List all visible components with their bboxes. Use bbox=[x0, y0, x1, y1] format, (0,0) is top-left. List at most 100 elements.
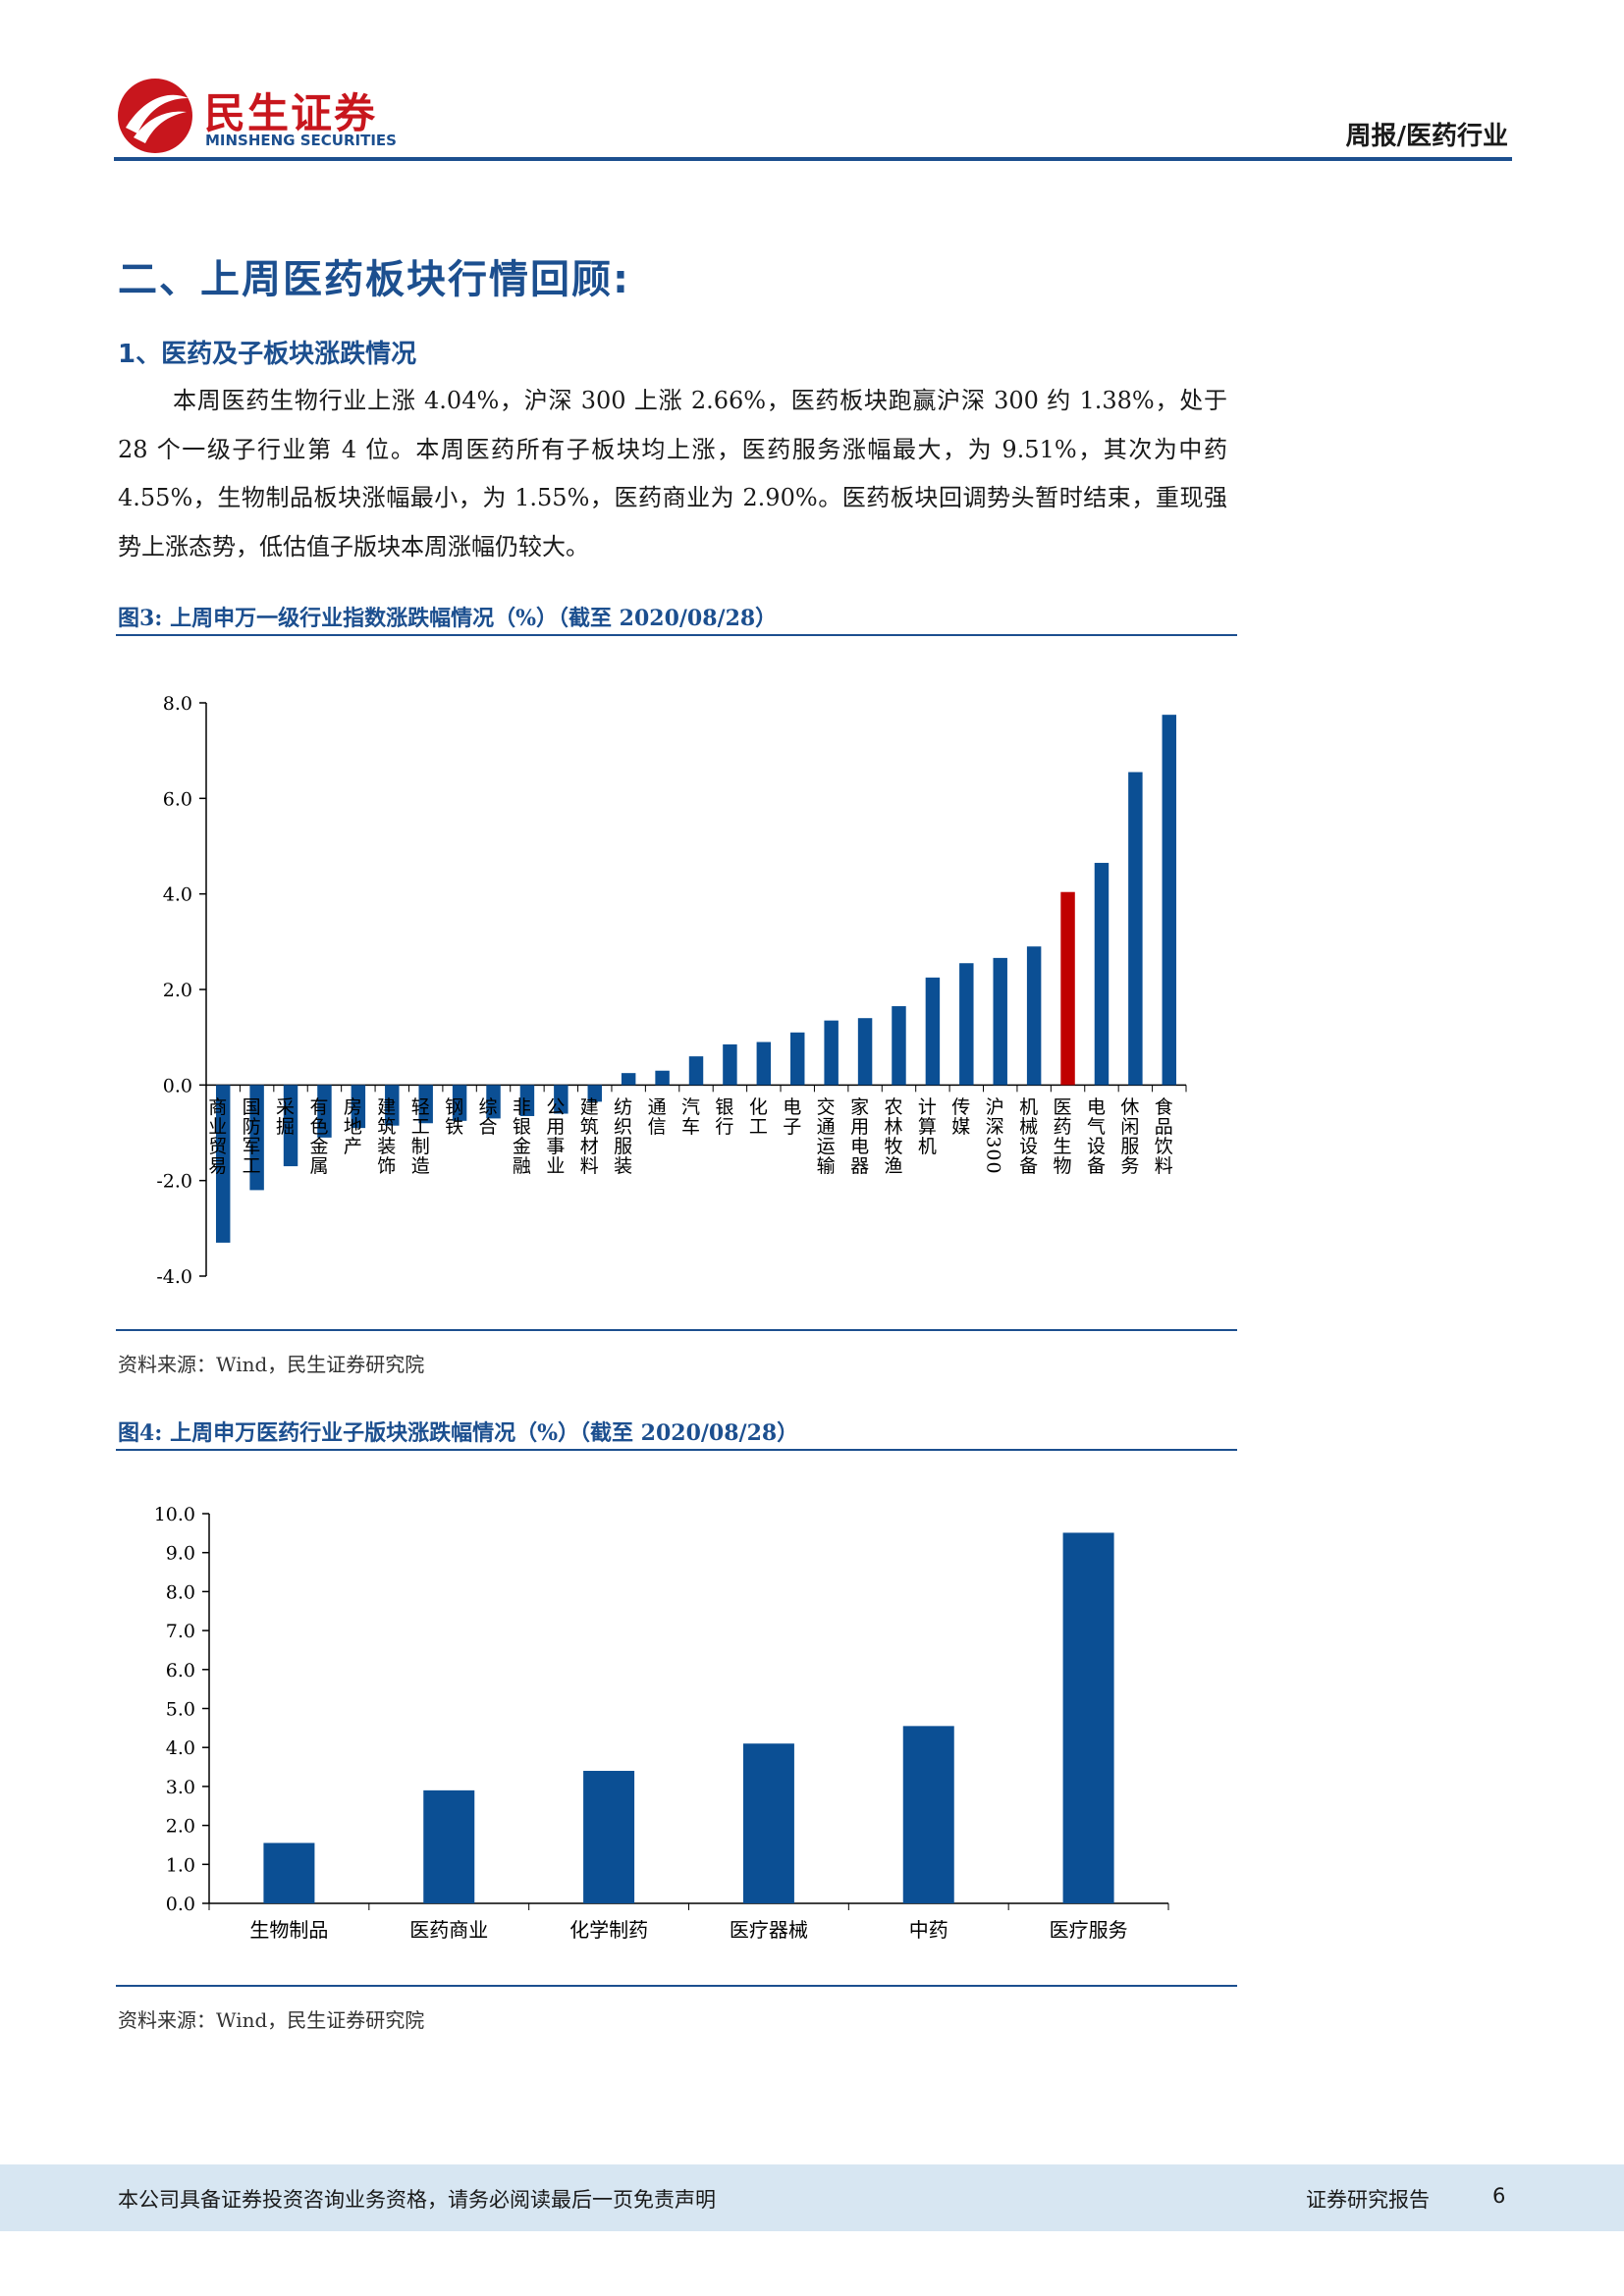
x-tick-label: 电气设备 bbox=[1084, 1096, 1106, 1175]
subsector-bar-chart: 0.0 1.0 2.0 3.0 4.0 5.0 6.0 7.0 8.0 9.0 10.0 生物制品 医药… bbox=[154, 1504, 1169, 1942]
x-tick-label: 钢铁 bbox=[442, 1096, 463, 1136]
bar bbox=[1162, 715, 1177, 1086]
y-tick-label: 4.0 bbox=[163, 884, 192, 906]
x-tick-label: 轻工制造 bbox=[408, 1096, 430, 1175]
x-tick-label: 国防军工 bbox=[240, 1096, 261, 1175]
body-paragraph: 本周医药生物行业上涨 4.04%，沪深 300 上涨 2.66%，医药板块跑赢沪… bbox=[118, 387, 1227, 561]
y-tick-label: 0.0 bbox=[166, 1894, 195, 1915]
y-tick-label: 5.0 bbox=[166, 1699, 195, 1721]
figure4-source: 资料来源：Wind，民生证券研究院 bbox=[118, 2008, 425, 2032]
header-divider bbox=[114, 157, 1512, 161]
bar bbox=[351, 1085, 366, 1129]
logo-text-en: MINSHENG SECURITIES bbox=[205, 132, 397, 149]
bar bbox=[317, 1085, 332, 1138]
bar bbox=[249, 1085, 264, 1191]
bar bbox=[385, 1085, 400, 1126]
section-title: 二、上周医药板块行情回顾: bbox=[118, 257, 630, 302]
bar bbox=[824, 1020, 839, 1086]
bar bbox=[519, 1085, 535, 1116]
x-tick-label: 有色金属 bbox=[306, 1096, 328, 1175]
x-tick-label: 休闲服务 bbox=[1117, 1096, 1139, 1175]
bar bbox=[583, 1771, 635, 1903]
y-tick-label: -2.0 bbox=[156, 1171, 192, 1193]
footer-report-label: 证券研究报告 bbox=[1306, 2188, 1430, 2212]
bar bbox=[756, 1041, 772, 1086]
x-tick-label: 食品饮料 bbox=[1152, 1096, 1173, 1175]
bar bbox=[554, 1085, 568, 1114]
x-tick-label: 医疗器械 bbox=[730, 1918, 808, 1942]
y-tick-label: 9.0 bbox=[166, 1543, 195, 1565]
y-tick-label: -4.0 bbox=[156, 1266, 192, 1288]
minsheng-logo: 民生证券 MINSHENG SECURITIES bbox=[116, 77, 410, 155]
x-tick-label: 通信 bbox=[645, 1096, 667, 1136]
x-tick-label: 建筑材料 bbox=[577, 1096, 599, 1175]
x-tick-label: 传媒 bbox=[948, 1096, 970, 1136]
x-tick-label: 医药商业 bbox=[409, 1918, 488, 1942]
bar bbox=[742, 1743, 794, 1903]
x-tick-label: 农林牧渔 bbox=[881, 1096, 902, 1175]
y-tick-label: 4.0 bbox=[166, 1737, 195, 1759]
y-tick-label: 8.0 bbox=[163, 693, 192, 715]
bar bbox=[486, 1085, 501, 1119]
y-tick-label: 3.0 bbox=[166, 1777, 195, 1798]
figure3-source: 资料来源：Wind，民生证券研究院 bbox=[118, 1353, 425, 1376]
x-tick-label: 电子 bbox=[780, 1096, 801, 1136]
bar bbox=[621, 1073, 636, 1086]
x-tick-label: 公用事业 bbox=[543, 1096, 565, 1175]
industry-bar-chart: -4.0 -2.0 0.0 2.0 4.0 6.0 8.0 商业贸易 国防军工 采掘 有色金属 房地产… bbox=[156, 693, 1187, 1288]
footer-disclaimer: 本公司具备证券投资咨询业务资格，请务必阅读最后一页免责声明 bbox=[118, 2188, 716, 2212]
figure4-title: 图4: 上周申万医药行业子版块涨跌幅情况（%）（截至 2020/08/28） bbox=[118, 1420, 799, 1446]
x-tick-label: 机械设备 bbox=[1016, 1096, 1038, 1175]
figure4-top-rule bbox=[116, 1449, 1237, 1451]
x-tick-label: 房地产 bbox=[341, 1096, 362, 1155]
x-tick-label: 中药 bbox=[909, 1918, 948, 1942]
bar bbox=[418, 1085, 433, 1124]
bar bbox=[892, 1006, 906, 1086]
bar bbox=[1094, 863, 1110, 1086]
x-tick-label: 汽车 bbox=[678, 1096, 700, 1136]
y-tick-label: 0.0 bbox=[163, 1075, 192, 1096]
figure3-bottom-rule bbox=[116, 1329, 1237, 1331]
bar bbox=[1062, 1532, 1114, 1903]
figure3-top-rule bbox=[116, 634, 1237, 636]
bar bbox=[655, 1070, 670, 1086]
x-tick-label: 建筑装饰 bbox=[374, 1096, 396, 1175]
x-tick-label: 采掘 bbox=[273, 1096, 295, 1136]
bar bbox=[1128, 772, 1143, 1086]
subsection-title: 1、医药及子板块涨跌情况 bbox=[118, 340, 417, 369]
x-tick-label: 沪深300 bbox=[983, 1096, 1004, 1175]
bar bbox=[857, 1018, 873, 1086]
bar bbox=[902, 1726, 954, 1903]
bar bbox=[688, 1056, 704, 1086]
bar bbox=[587, 1085, 602, 1102]
bar bbox=[423, 1789, 475, 1903]
bar bbox=[263, 1842, 315, 1903]
bar bbox=[1026, 946, 1042, 1086]
bar bbox=[283, 1085, 298, 1167]
x-tick-label: 商业贸易 bbox=[205, 1096, 227, 1175]
bar bbox=[925, 977, 941, 1086]
x-tick-label: 化学制药 bbox=[569, 1918, 648, 1942]
y-tick-label: 10.0 bbox=[154, 1504, 195, 1525]
y-tick-label: 6.0 bbox=[163, 788, 192, 810]
figure4-bottom-rule bbox=[116, 1985, 1237, 1987]
x-tick-label: 家用电器 bbox=[847, 1096, 869, 1175]
x-tick-label: 生物制品 bbox=[249, 1918, 328, 1942]
x-tick-label: 非银金融 bbox=[510, 1096, 531, 1175]
bar bbox=[993, 957, 1007, 1086]
y-tick-label: 1.0 bbox=[166, 1854, 195, 1876]
bar bbox=[723, 1043, 737, 1086]
bar bbox=[959, 963, 974, 1086]
x-tick-label: 银行 bbox=[712, 1096, 733, 1136]
bar bbox=[1060, 891, 1075, 1086]
logo-text-cn: 民生证券 bbox=[204, 89, 378, 137]
y-tick-label: 6.0 bbox=[166, 1660, 195, 1682]
bar bbox=[215, 1085, 231, 1243]
y-tick-label: 2.0 bbox=[166, 1816, 195, 1838]
report-type-label: 周报/医药行业 bbox=[1345, 122, 1509, 151]
bar bbox=[452, 1085, 467, 1121]
x-tick-label: 交通运输 bbox=[814, 1096, 836, 1175]
bar bbox=[790, 1032, 805, 1086]
x-tick-label: 综合 bbox=[476, 1096, 498, 1136]
logo-mark-icon bbox=[118, 79, 192, 153]
